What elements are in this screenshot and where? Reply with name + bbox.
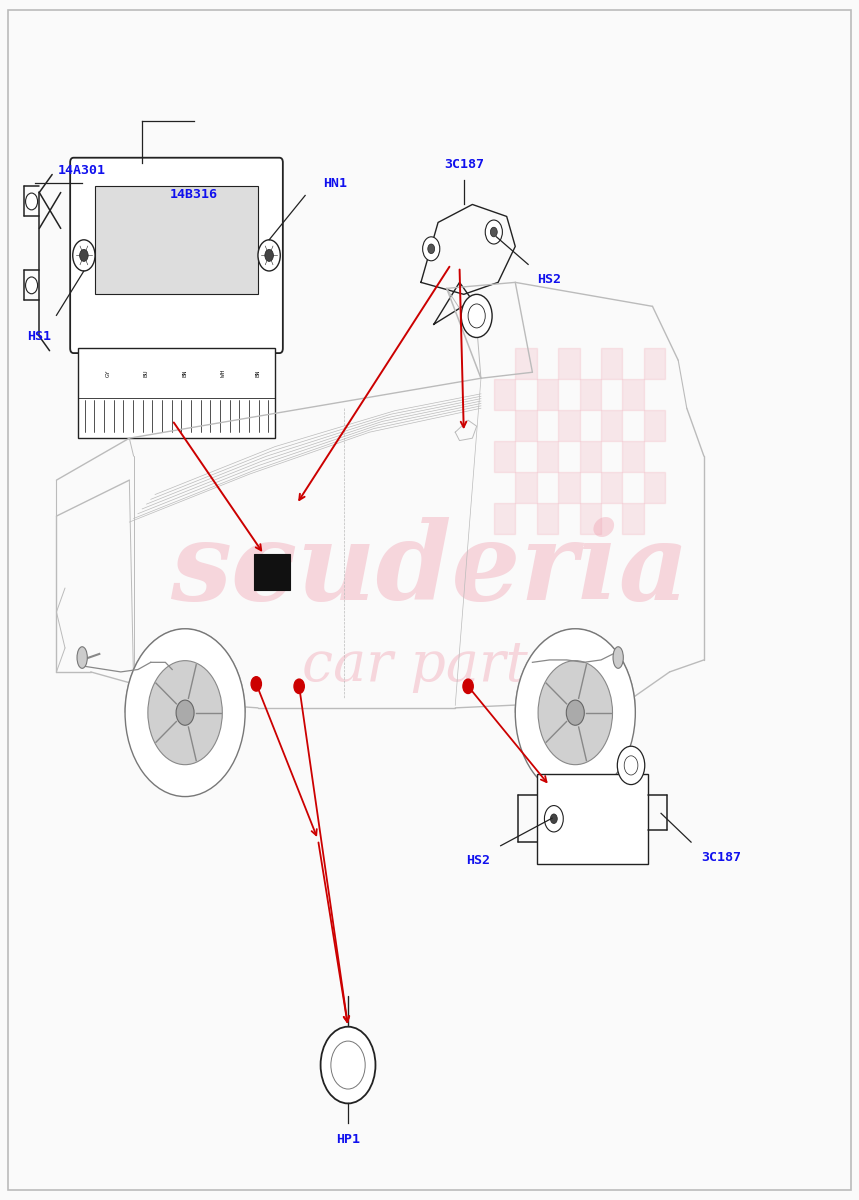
Text: HS2: HS2 (466, 853, 490, 866)
Bar (601, 348, 623, 379)
Bar (623, 379, 644, 410)
Circle shape (73, 240, 95, 271)
Bar (558, 472, 580, 503)
Bar (537, 379, 558, 410)
Bar (78, 348, 275, 438)
Bar (601, 410, 623, 442)
Bar (95, 186, 258, 294)
Bar (494, 379, 515, 410)
Circle shape (428, 244, 435, 253)
Circle shape (265, 250, 273, 262)
Text: 14B316: 14B316 (170, 188, 217, 202)
Bar (537, 503, 558, 534)
Text: BU: BU (144, 370, 149, 377)
Bar (494, 503, 515, 534)
Bar (623, 442, 644, 472)
Bar (515, 410, 537, 442)
Circle shape (80, 250, 88, 262)
Bar (253, 554, 289, 590)
Text: scuderia: scuderia (170, 517, 689, 623)
Circle shape (320, 1027, 375, 1104)
Circle shape (26, 277, 38, 294)
Circle shape (331, 1042, 365, 1090)
Circle shape (490, 227, 497, 236)
Text: HP1: HP1 (336, 1133, 360, 1146)
Text: BN: BN (183, 370, 187, 377)
Circle shape (538, 661, 612, 764)
Text: BN: BN (255, 370, 260, 377)
Bar (580, 442, 601, 472)
Bar (515, 348, 537, 379)
Text: 3C187: 3C187 (701, 851, 741, 864)
Text: GY: GY (106, 370, 111, 377)
Bar (515, 472, 537, 503)
Bar (537, 442, 558, 472)
Ellipse shape (77, 647, 88, 668)
Text: HS1: HS1 (27, 330, 52, 343)
Circle shape (551, 814, 557, 823)
Circle shape (423, 236, 440, 260)
Circle shape (515, 629, 636, 797)
Bar (644, 410, 666, 442)
Text: HN1: HN1 (323, 176, 347, 190)
Bar (558, 348, 580, 379)
FancyBboxPatch shape (537, 774, 649, 864)
Text: car parts: car parts (302, 638, 557, 694)
Bar (644, 348, 666, 379)
Circle shape (618, 746, 645, 785)
Bar (494, 442, 515, 472)
FancyBboxPatch shape (70, 157, 283, 353)
Circle shape (461, 294, 492, 337)
Text: 3C187: 3C187 (444, 158, 484, 172)
Circle shape (294, 679, 304, 694)
Circle shape (624, 756, 638, 775)
Circle shape (148, 661, 222, 764)
Circle shape (566, 700, 584, 725)
Bar (644, 472, 666, 503)
Circle shape (125, 629, 245, 797)
Circle shape (463, 679, 473, 694)
Bar (623, 503, 644, 534)
Bar (601, 472, 623, 503)
Text: 14A301: 14A301 (58, 164, 107, 178)
Circle shape (176, 700, 194, 725)
Ellipse shape (613, 647, 624, 668)
Text: HS2: HS2 (538, 274, 562, 287)
Circle shape (251, 677, 261, 691)
Bar (580, 503, 601, 534)
Bar (580, 379, 601, 410)
Bar (558, 410, 580, 442)
Text: WH: WH (221, 370, 226, 377)
Circle shape (468, 304, 485, 328)
Circle shape (26, 193, 38, 210)
Circle shape (545, 805, 564, 832)
Circle shape (485, 220, 503, 244)
Circle shape (258, 240, 280, 271)
